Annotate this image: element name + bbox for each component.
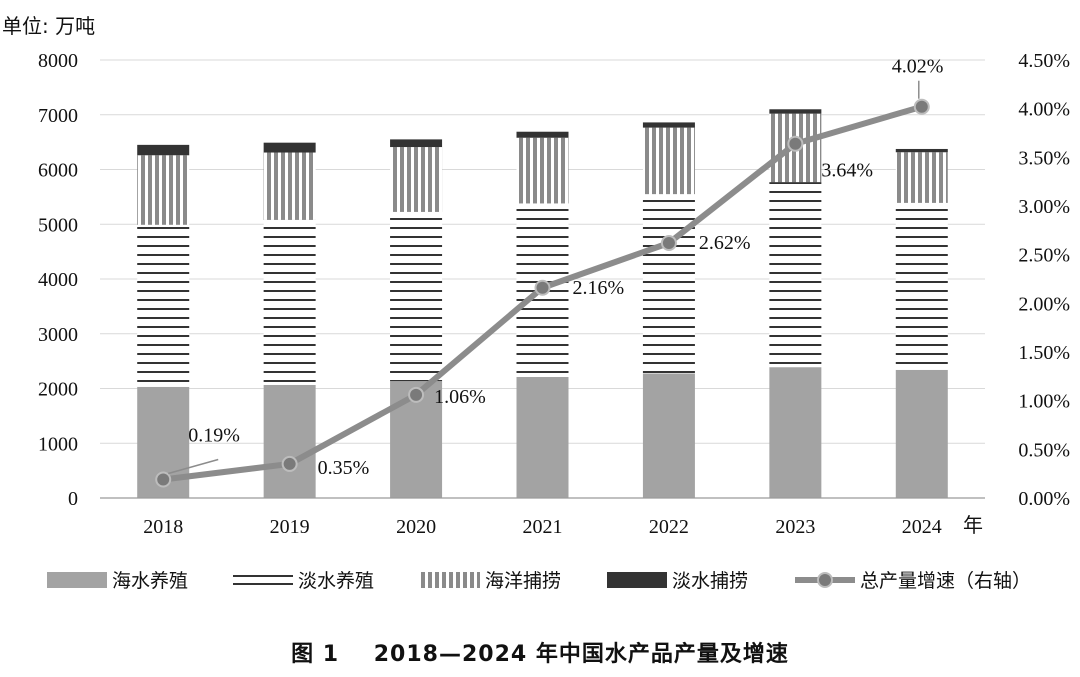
y-right-tick-label: 3.50%: [1018, 147, 1070, 169]
data-label: 0.35%: [318, 457, 370, 479]
y-left-tick-label: 1000: [38, 433, 78, 455]
bar-segment-marine-fishing: [137, 155, 190, 225]
y-right-tick-label: 3.00%: [1018, 196, 1070, 218]
legend-label: 海水养殖: [112, 570, 188, 592]
growth-line-point: [660, 234, 677, 251]
bar-segment-marine-aquaculture: [769, 367, 822, 498]
data-label: 0.19%: [188, 425, 240, 447]
bar-segment-marine-fishing: [895, 152, 948, 203]
bar-segment-freshwater-fishing: [516, 131, 569, 138]
bar-segment-freshwater-aquaculture: [137, 224, 190, 387]
bar-segment-marine-aquaculture: [895, 369, 948, 498]
y-right-tick-label: 2.50%: [1018, 245, 1070, 267]
legend-swatch-marine-fishing: [420, 572, 480, 588]
bars: [137, 109, 948, 498]
bar-segment-freshwater-fishing: [769, 109, 822, 114]
data-label: 1.06%: [434, 386, 486, 408]
legend: 海水养殖 淡水养殖 海洋捕捞 淡水捕捞 总产量增速（右轴）: [47, 570, 1031, 592]
bar-segment-marine-fishing: [516, 137, 569, 204]
bar-segment-marine-fishing: [263, 152, 316, 220]
y-right-tick-label: 4.00%: [1018, 99, 1070, 121]
bar-segment-marine-aquaculture: [642, 373, 695, 498]
y-right-tick-label: 0.00%: [1018, 488, 1070, 510]
x-tick-label: 2018: [143, 516, 183, 538]
bar-segment-freshwater-fishing: [642, 122, 695, 128]
bar-segment-freshwater-aquaculture: [642, 194, 695, 374]
legend-swatch-freshwater-fishing: [607, 572, 667, 588]
legend-label: 淡水捕捞: [672, 570, 748, 592]
axes: 0 1000 2000 3000 4000 5000 6000 7000 8000 0.00% 0.…: [2, 14, 1070, 538]
bar-segment-freshwater-fishing: [263, 142, 316, 153]
x-tick-label: 2023: [775, 516, 815, 538]
y-left-tick-label: 6000: [38, 160, 78, 182]
bar-segment-freshwater-aquaculture: [390, 211, 443, 382]
y-right-tick-label: 0.50%: [1018, 439, 1070, 461]
bar-segment-freshwater-fishing: [137, 144, 190, 156]
data-label: 4.02%: [892, 56, 944, 78]
y-left-tick-label: 5000: [38, 214, 78, 236]
bar-segment-freshwater-aquaculture: [895, 202, 948, 370]
bar-segment-freshwater-aquaculture: [263, 219, 316, 385]
growth-line-point: [913, 98, 930, 115]
y-right-tick-label: 1.50%: [1018, 342, 1070, 364]
y-right-tick-label: 2.00%: [1018, 293, 1070, 315]
x-tick-label: 2019: [270, 516, 310, 538]
legend-label: 海洋捕捞: [485, 570, 561, 592]
y-left-unit-label: 单位: 万吨: [2, 14, 95, 38]
y-left-tick-label: 0: [68, 488, 78, 510]
x-tick-label: 2021: [523, 516, 563, 538]
y-left-tick-label: 8000: [38, 50, 78, 72]
y-right-tick-label: 1.00%: [1018, 391, 1070, 413]
bar-segment-freshwater-fishing: [390, 139, 443, 148]
y-left-tick-label: 3000: [38, 324, 78, 346]
data-label-leader: [168, 458, 219, 475]
x-axis-suffix: 年: [963, 513, 983, 537]
bar-segment-marine-aquaculture: [263, 384, 316, 498]
growth-line-point: [534, 279, 551, 296]
growth-line: [155, 98, 930, 488]
x-tick-label: 2024: [902, 516, 942, 538]
legend-swatch-marine-aquaculture: [47, 572, 107, 588]
figure-caption: 图 1 2018—2024 年中国水产品产量及增速: [291, 642, 789, 667]
y-left-tick-label: 7000: [38, 105, 78, 127]
y-left-tick-label: 2000: [38, 379, 78, 401]
bar-segment-freshwater-aquaculture: [769, 182, 822, 368]
growth-line-point: [155, 471, 172, 488]
bar-segment-freshwater-fishing: [895, 148, 948, 153]
bar-segment-marine-fishing: [390, 147, 443, 212]
legend-label: 总产量增速（右轴）: [860, 570, 1031, 592]
legend-swatch-growth-point: [817, 572, 833, 588]
bar-segment-marine-fishing: [642, 127, 695, 195]
data-label: 3.64%: [821, 160, 873, 182]
chart: 0 1000 2000 3000 4000 5000 6000 7000 8000 0.00% 0.…: [2, 14, 1070, 592]
data-label: 2.62%: [699, 232, 751, 254]
growth-line-point: [281, 455, 298, 472]
x-tick-label: 2020: [396, 516, 436, 538]
y-right-tick-label: 4.50%: [1018, 50, 1070, 72]
legend-label: 淡水养殖: [298, 570, 374, 592]
data-label: 2.16%: [573, 277, 625, 299]
growth-line-point: [408, 386, 425, 403]
x-tick-label: 2022: [649, 516, 689, 538]
data-labels: 0.19% 0.35% 1.06% 2.16% 2.62% 3.64% 4.02%: [168, 56, 943, 479]
bar-segment-marine-aquaculture: [516, 377, 569, 498]
growth-line-point: [787, 135, 804, 152]
y-left-tick-label: 4000: [38, 269, 78, 291]
